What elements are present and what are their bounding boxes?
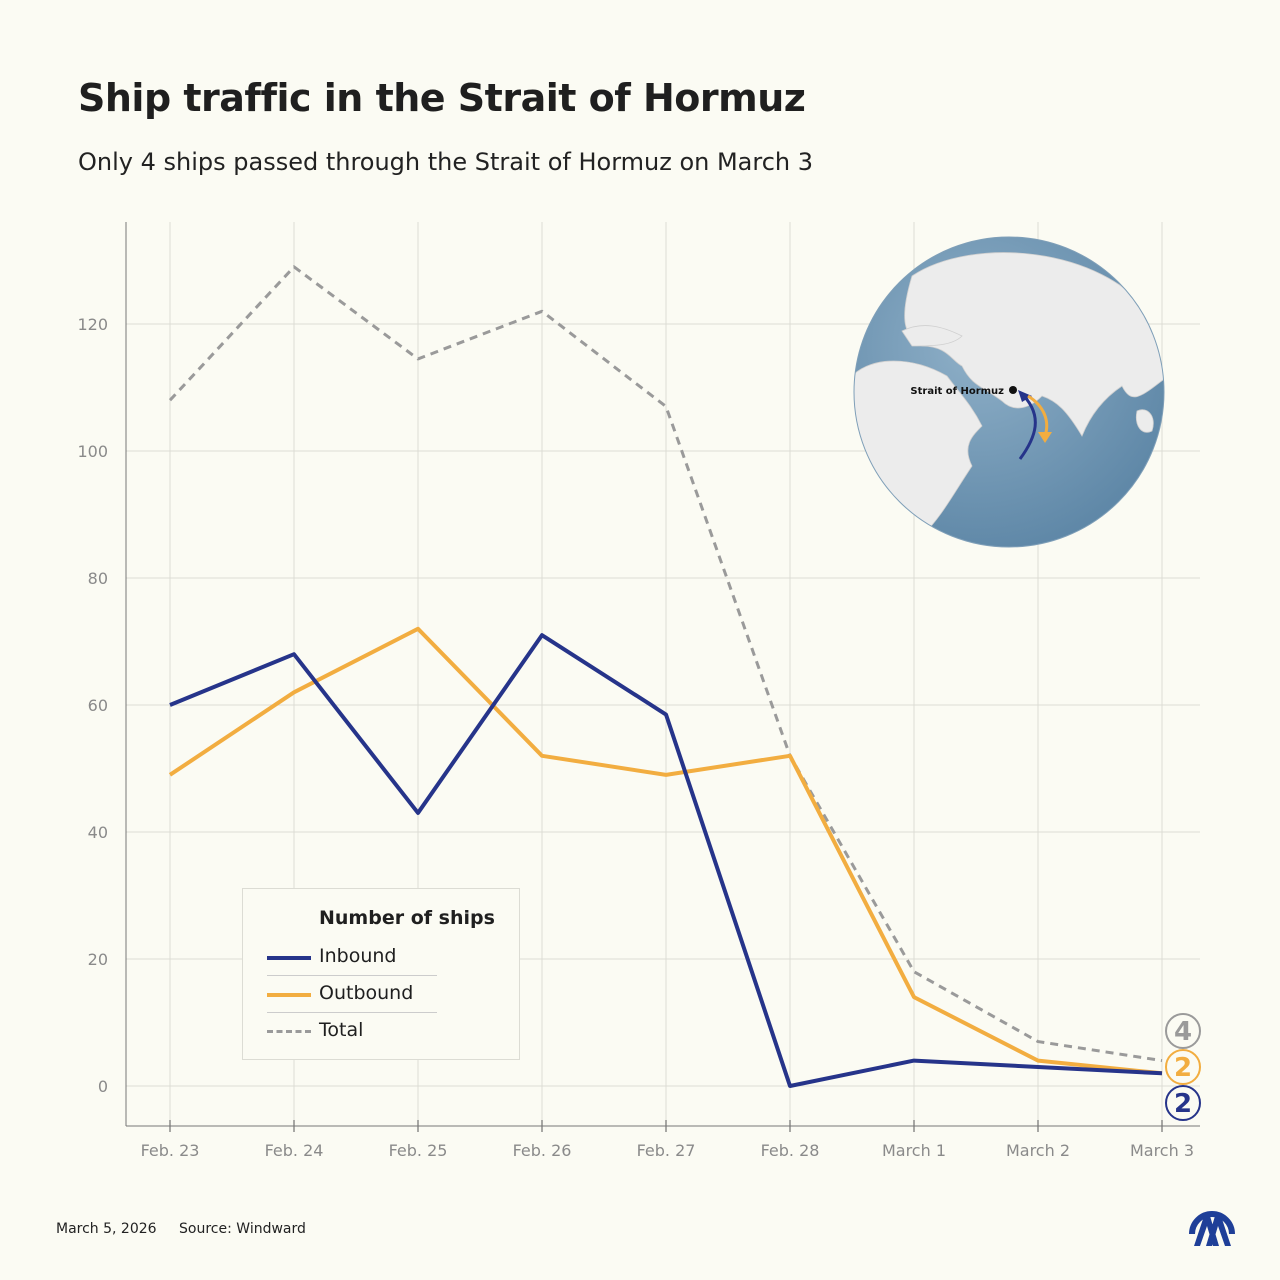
y-tick-label: 80 (88, 569, 108, 588)
end-label-outbound: 2 (1165, 1049, 1201, 1085)
x-tick-label: March 2 (1006, 1141, 1070, 1160)
x-tick-label: Feb. 23 (141, 1141, 200, 1160)
strait-label: Strait of Hormuz (910, 386, 1004, 397)
source-credit: Source: Windward (179, 1221, 306, 1237)
x-tick-label: Feb. 28 (761, 1141, 820, 1160)
legend-item-total: Total (267, 1013, 437, 1049)
y-tick-label: 0 (98, 1077, 108, 1096)
x-tick-label: March 1 (882, 1141, 946, 1160)
x-tick-label: Feb. 24 (265, 1141, 324, 1160)
legend-swatch-total (267, 1030, 311, 1033)
strait-marker (1009, 386, 1017, 394)
x-tick-label: March 3 (1130, 1141, 1194, 1160)
aa-logo (1189, 1211, 1235, 1246)
legend-label: Inbound (319, 945, 397, 967)
x-tick-label: Feb. 25 (389, 1141, 448, 1160)
y-tick-label: 120 (77, 315, 108, 334)
inbound-arrow (1018, 394, 1037, 460)
y-tick-label: 60 (88, 696, 108, 715)
legend-title: Number of ships (319, 907, 495, 929)
chart-title: Ship traffic in the Strait of Hormuz (78, 76, 806, 120)
globe-map: Strait of Hormuz (853, 236, 1165, 548)
legend-item-inbound: Inbound (267, 939, 437, 976)
end-label-value: 4 (1174, 1017, 1192, 1047)
chart-subtitle: Only 4 ships passed through the Strait o… (78, 148, 814, 176)
y-tick-label: 100 (77, 442, 108, 461)
legend-label: Outbound (319, 982, 414, 1004)
legend: Number of ships Inbound Outbound Total (242, 888, 520, 1060)
end-label-value: 2 (1174, 1053, 1192, 1083)
series-line-outbound (168, 626, 1163, 1076)
publish-date: March 5, 2026 (56, 1221, 157, 1237)
legend-swatch-inbound (267, 956, 311, 960)
footer: March 5, 2026 Source: Windward (56, 1221, 324, 1237)
series-line-inbound (169, 633, 1163, 1088)
legend-item-outbound: Outbound (267, 976, 437, 1013)
end-label-inbound: 2 (1165, 1085, 1201, 1121)
x-tick-label: Feb. 27 (637, 1141, 696, 1160)
legend-swatch-outbound (267, 993, 311, 997)
legend-label: Total (319, 1019, 364, 1041)
x-tick-label: Feb. 26 (513, 1141, 572, 1160)
y-tick-label: 20 (88, 950, 108, 969)
end-label-total: 4 (1165, 1013, 1201, 1049)
y-tick-label: 40 (88, 823, 108, 842)
end-label-value: 2 (1174, 1089, 1192, 1119)
